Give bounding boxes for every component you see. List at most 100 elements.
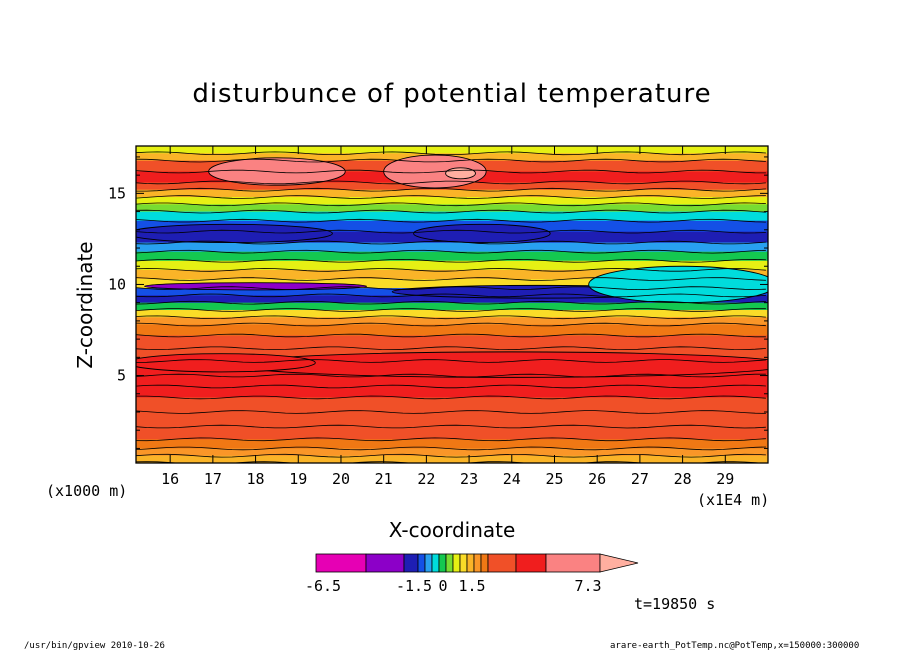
contour-band xyxy=(136,335,768,349)
contour-line xyxy=(136,249,766,254)
colorbar-swatch xyxy=(480,553,489,573)
contour-band xyxy=(136,309,768,318)
x-tick-label: 21 xyxy=(375,470,393,488)
x-tick-label: 25 xyxy=(545,470,563,488)
contour-line xyxy=(136,333,766,338)
contour-line xyxy=(136,151,766,156)
contour-band xyxy=(136,397,768,413)
contour-line xyxy=(136,158,766,163)
colorbar-swatch xyxy=(438,553,447,573)
colorbar-label: 1.5 xyxy=(458,577,485,595)
contour-line xyxy=(136,268,766,272)
upper-warm-peak xyxy=(445,167,476,180)
contour-band xyxy=(136,146,768,154)
colorbar: -6.5 -1.5 0 1.5 7.3 xyxy=(305,553,639,595)
contour-field xyxy=(136,146,768,463)
x-tick-label: 19 xyxy=(289,470,307,488)
contour-line xyxy=(136,187,766,192)
contour-line xyxy=(136,446,766,451)
contour-band xyxy=(136,439,768,450)
contour-line xyxy=(136,373,766,378)
right-cyan-zone xyxy=(588,265,768,304)
x-tick-label: 20 xyxy=(332,470,350,488)
contour-band xyxy=(136,324,768,337)
colorbar-swatch xyxy=(473,553,482,573)
y-tick-label: 10 xyxy=(108,275,126,293)
contour-band xyxy=(136,375,768,388)
contour-line xyxy=(136,202,766,207)
contour-lines xyxy=(136,151,766,463)
contour-band xyxy=(136,269,768,280)
footer-left: /usr/bin/gpview 2010-10-26 xyxy=(24,641,165,651)
contour-line xyxy=(136,209,766,214)
contour-line xyxy=(136,277,766,281)
contour-band xyxy=(136,197,768,205)
footer-right: arare-earth_PotTemp.nc@PotTemp,x=150000:… xyxy=(610,641,860,651)
contour-band xyxy=(136,426,768,440)
contour-line xyxy=(136,453,766,458)
contour-line xyxy=(136,384,766,389)
contour-band xyxy=(136,211,768,222)
contour-band xyxy=(136,242,768,253)
chart-title: disturbunce of potential temperature xyxy=(192,79,711,109)
y-axis-label: Z-coordinate xyxy=(73,241,97,368)
contour-line xyxy=(136,300,766,305)
contour-line xyxy=(136,195,766,199)
contour-band xyxy=(136,317,768,326)
contour-line xyxy=(136,322,766,327)
contour-band xyxy=(136,302,768,311)
contour-band xyxy=(136,278,768,289)
x-unit-right: (x1E4 m) xyxy=(697,491,769,509)
colorbar-label: -6.5 xyxy=(305,577,341,595)
colorbar-swatch xyxy=(365,553,405,573)
colorbar-swatch xyxy=(515,553,547,573)
x-tick-label: 26 xyxy=(588,470,606,488)
colorbar-swatch xyxy=(403,553,419,573)
x-tick-label: 16 xyxy=(161,470,179,488)
contour-line xyxy=(136,424,766,429)
contour-line xyxy=(136,169,766,174)
x-tick-label: 18 xyxy=(247,470,265,488)
contour-band xyxy=(136,251,768,262)
contour-line xyxy=(136,180,766,185)
x-unit-left: (x1000 m) xyxy=(46,482,127,500)
contour-band xyxy=(136,295,768,304)
contour-band xyxy=(136,260,768,271)
contour-line xyxy=(136,218,766,223)
colorbar-swatch xyxy=(487,553,517,573)
x-axis-label: X-coordinate xyxy=(389,518,516,542)
contour-band xyxy=(136,189,768,198)
upper-cold-core-1 xyxy=(136,223,333,244)
time-label: t=19850 s xyxy=(634,595,715,613)
contour-line xyxy=(136,293,766,298)
x-tick-label: 23 xyxy=(460,470,478,488)
colorbar-swatch xyxy=(315,553,367,573)
contour-line xyxy=(136,315,766,320)
contour-line xyxy=(136,286,766,290)
contour-line xyxy=(136,346,766,351)
contour-line xyxy=(136,258,766,263)
contour-band xyxy=(136,448,768,457)
x-tick-label: 17 xyxy=(204,470,222,488)
lower-warm-core xyxy=(233,351,768,378)
colorbar-swatch xyxy=(599,553,639,573)
y-axis: 5 10 15 xyxy=(108,156,768,449)
colorbar-swatch xyxy=(452,553,461,573)
colorbar-label: 0 xyxy=(438,577,447,595)
colorbar-label: -1.5 xyxy=(396,577,432,595)
x-tick-label: 29 xyxy=(716,470,734,488)
y-tick-label: 5 xyxy=(117,367,126,385)
upper-cold-core-2 xyxy=(413,223,551,244)
contour-line xyxy=(136,308,766,312)
contour-line xyxy=(136,437,766,442)
x-tick-label: 24 xyxy=(503,470,521,488)
colorbar-swatch xyxy=(424,553,433,573)
contour-line xyxy=(136,410,766,414)
colorbar-label: 7.3 xyxy=(574,577,601,595)
x-tick-label: 22 xyxy=(417,470,435,488)
x-axis: 16 17 18 19 20 21 22 23 24 25 26 27 28 29 xyxy=(161,146,734,488)
x-tick-label: 27 xyxy=(631,470,649,488)
contour-band xyxy=(136,386,768,399)
mid-cold-streak xyxy=(144,282,368,291)
